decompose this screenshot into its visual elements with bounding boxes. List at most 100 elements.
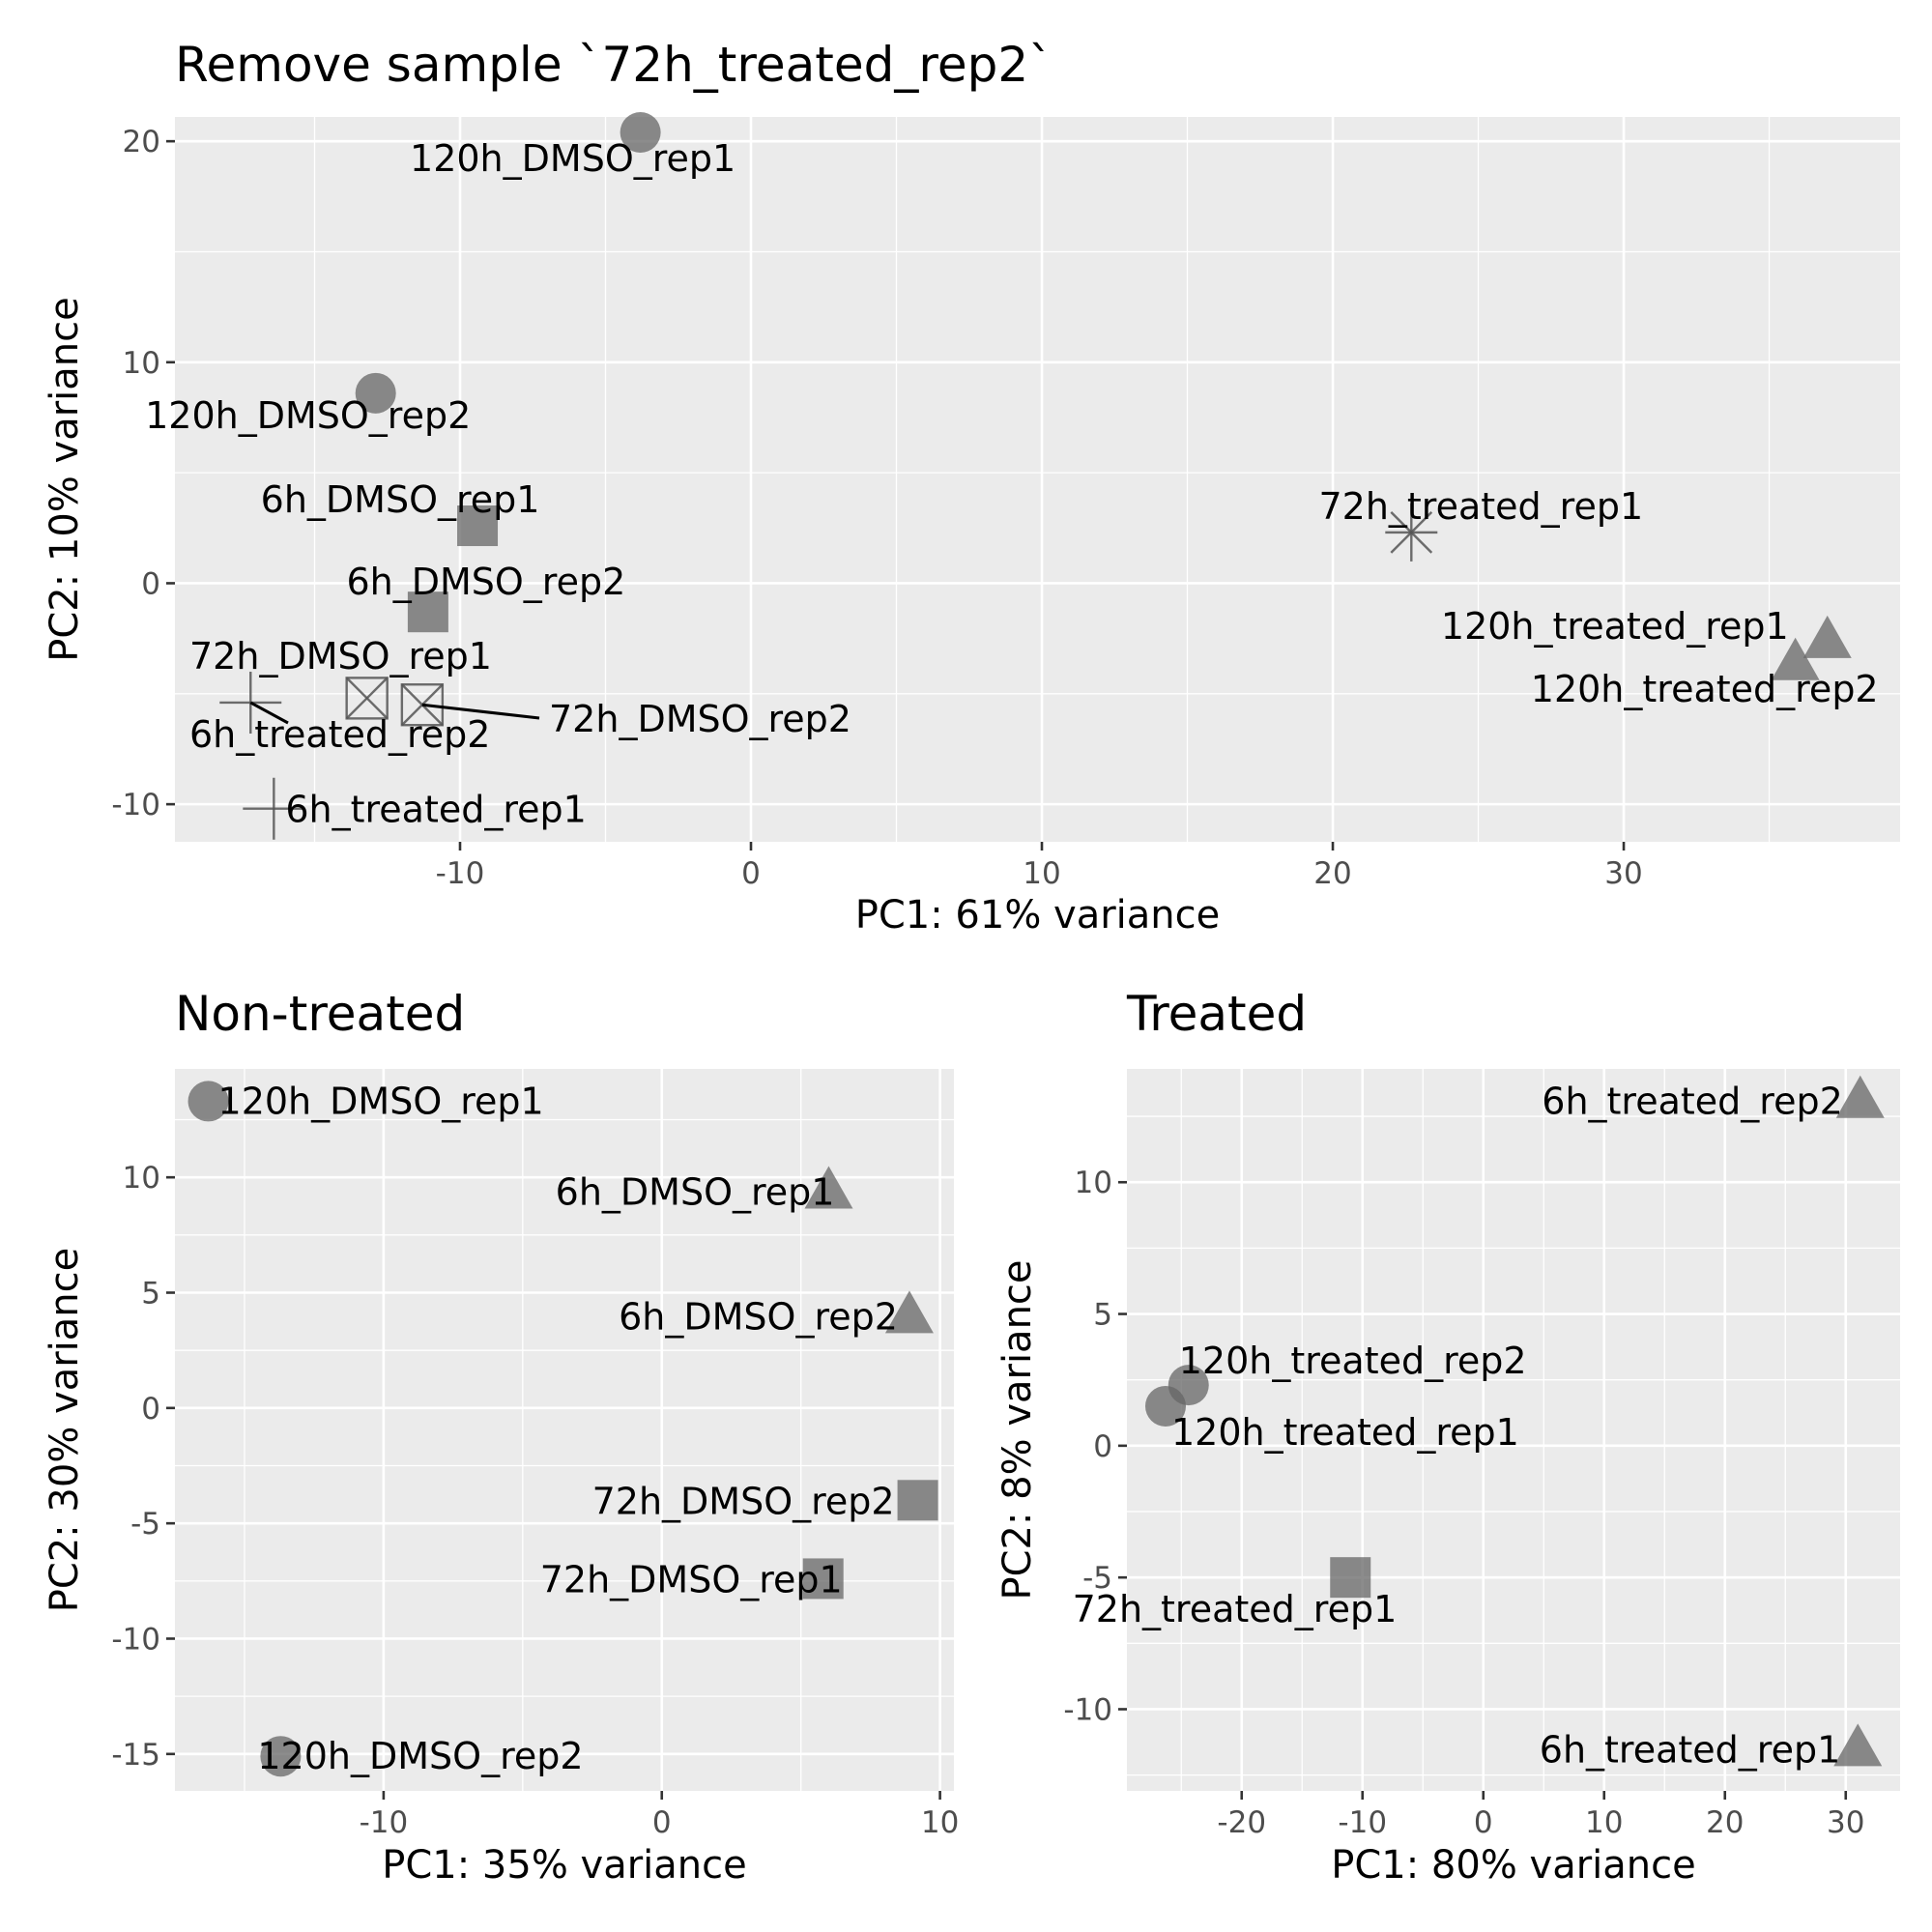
data-point (802, 1558, 844, 1600)
y-tick-label: 10 (1075, 1166, 1112, 1200)
point-label: 6h_treated_rep2 (1542, 1081, 1842, 1123)
label-leader-line (249, 701, 289, 725)
y-axis-title: PC2: 30% variance (43, 1248, 87, 1613)
label-leader-line (421, 703, 540, 720)
data-point (457, 505, 499, 547)
chart-panel-2: Non-treated -10 0 10 -15 -10 -5 0 5 10 PC1: 35% va… (43, 986, 959, 1888)
chart-title: Non-treated (175, 986, 465, 1042)
point-label: 120h_DMSO_rep2 (257, 1735, 583, 1777)
chart-title: Treated (1126, 986, 1307, 1042)
point-asterisk-d2 (1390, 511, 1433, 554)
point-label: 72h_DMSO_rep1 (189, 635, 492, 678)
point-label: 6h_DMSO_rep1 (556, 1170, 835, 1213)
point-circle (260, 1736, 302, 1777)
x-tick-label: 20 (1313, 856, 1351, 891)
x-axis-title: PC1: 35% variance (382, 1843, 747, 1888)
point-label: 120h_treated_rep1 (1441, 605, 1789, 648)
point-triangle (1835, 1075, 1885, 1118)
data-point (407, 591, 448, 633)
point-square (407, 591, 448, 633)
chart-title: Remove sample `72h_treated_rep2` (175, 37, 1053, 93)
point-circle (620, 112, 661, 154)
point-label: 6h_DMSO_rep2 (619, 1295, 898, 1338)
data-point (187, 1081, 229, 1122)
point-label: 120h_DMSO_rep1 (410, 137, 735, 180)
point-cross-2 (345, 677, 389, 720)
x-tick-label: 30 (1604, 856, 1642, 891)
x-axis-title: PC1: 80% variance (1331, 1843, 1696, 1888)
point-label: 72h_treated_rep1 (1073, 1588, 1398, 1630)
point-label: 120h_treated_rep2 (1179, 1340, 1527, 1382)
y-axis-title: PC2: 10% variance (43, 297, 87, 662)
y-tick-label: 5 (141, 1276, 160, 1311)
x-tick-label: 20 (1706, 1805, 1744, 1840)
x-tick-label: -10 (360, 1805, 409, 1840)
x-tick-label: 10 (1023, 856, 1060, 891)
point-triangle (1802, 615, 1852, 658)
y-tick-label: -5 (1082, 1561, 1112, 1596)
point-label: 72h_DMSO_rep2 (549, 698, 851, 740)
data-point (355, 372, 396, 414)
point-label: 72h_treated_rep1 (1318, 485, 1643, 528)
data-point (897, 1480, 938, 1521)
point-label: 6h_DMSO_rep1 (261, 478, 540, 521)
point-triangle (884, 1290, 934, 1334)
data-point (345, 677, 389, 720)
point-label: 72h_DMSO_rep1 (540, 1558, 843, 1600)
data-point (260, 1736, 302, 1777)
x-tick-label: 0 (1474, 1805, 1493, 1840)
point-square-outline (345, 677, 389, 720)
point-label: 6h_treated_rep1 (285, 789, 586, 831)
x-tick-label: -10 (436, 856, 485, 891)
point-circle (355, 372, 396, 414)
data-point (1771, 637, 1820, 680)
point-label: 120h_DMSO_rep2 (145, 394, 471, 437)
data-point (1802, 615, 1852, 658)
y-tick-label: 0 (141, 566, 160, 601)
x-tick-label: -10 (1338, 1805, 1387, 1840)
point-square (897, 1480, 938, 1521)
point-label: 6h_treated_rep1 (1540, 1728, 1840, 1771)
y-tick-label: -15 (111, 1738, 160, 1773)
point-label: 6h_DMSO_rep2 (346, 561, 625, 603)
x-tick-label: 0 (741, 856, 761, 891)
data-point (1833, 1723, 1883, 1767)
point-label: 120h_treated_rep1 (1171, 1411, 1519, 1454)
point-circle (187, 1081, 229, 1122)
data-point (804, 1166, 853, 1209)
y-tick-label: 5 (1093, 1298, 1112, 1333)
data-point (1385, 503, 1438, 562)
x-tick-label: 10 (921, 1805, 959, 1840)
point-label: 120h_DMSO_rep1 (218, 1080, 544, 1122)
y-tick-label: 0 (141, 1392, 160, 1427)
point-square (802, 1558, 844, 1600)
plot-panel-background (1127, 1069, 1900, 1791)
point-label: 72h_DMSO_rep2 (592, 1480, 895, 1522)
x-axis-title: PC1: 61% variance (855, 893, 1221, 937)
point-label: 6h_treated_rep2 (189, 713, 490, 756)
point-square (457, 505, 499, 547)
data-point (884, 1290, 934, 1334)
point-triangle (1771, 637, 1820, 680)
point-label: 120h_treated_rep2 (1531, 668, 1879, 710)
point-circle (1145, 1385, 1186, 1427)
point-triangle (1833, 1723, 1883, 1767)
point-triangle (804, 1166, 853, 1209)
chart-panel-1: Remove sample `72h_treated_rep2` -10 0 10 20… (43, 37, 1900, 937)
plot-panel-background (175, 117, 1900, 842)
data-point (1330, 1557, 1371, 1599)
x-tick-label: -20 (1217, 1805, 1266, 1840)
point-square-outline (400, 683, 445, 727)
y-tick-label: 0 (1093, 1429, 1112, 1464)
data-point (1145, 1385, 1186, 1427)
y-tick-label: -10 (1063, 1692, 1112, 1727)
point-square (1330, 1557, 1371, 1599)
x-tick-label: 30 (1827, 1805, 1864, 1840)
y-tick-label: -10 (111, 1622, 160, 1657)
data-point (1835, 1075, 1885, 1118)
y-tick-label: 20 (123, 125, 160, 159)
x-tick-label: 0 (652, 1805, 672, 1840)
y-tick-label: 10 (123, 1161, 160, 1196)
